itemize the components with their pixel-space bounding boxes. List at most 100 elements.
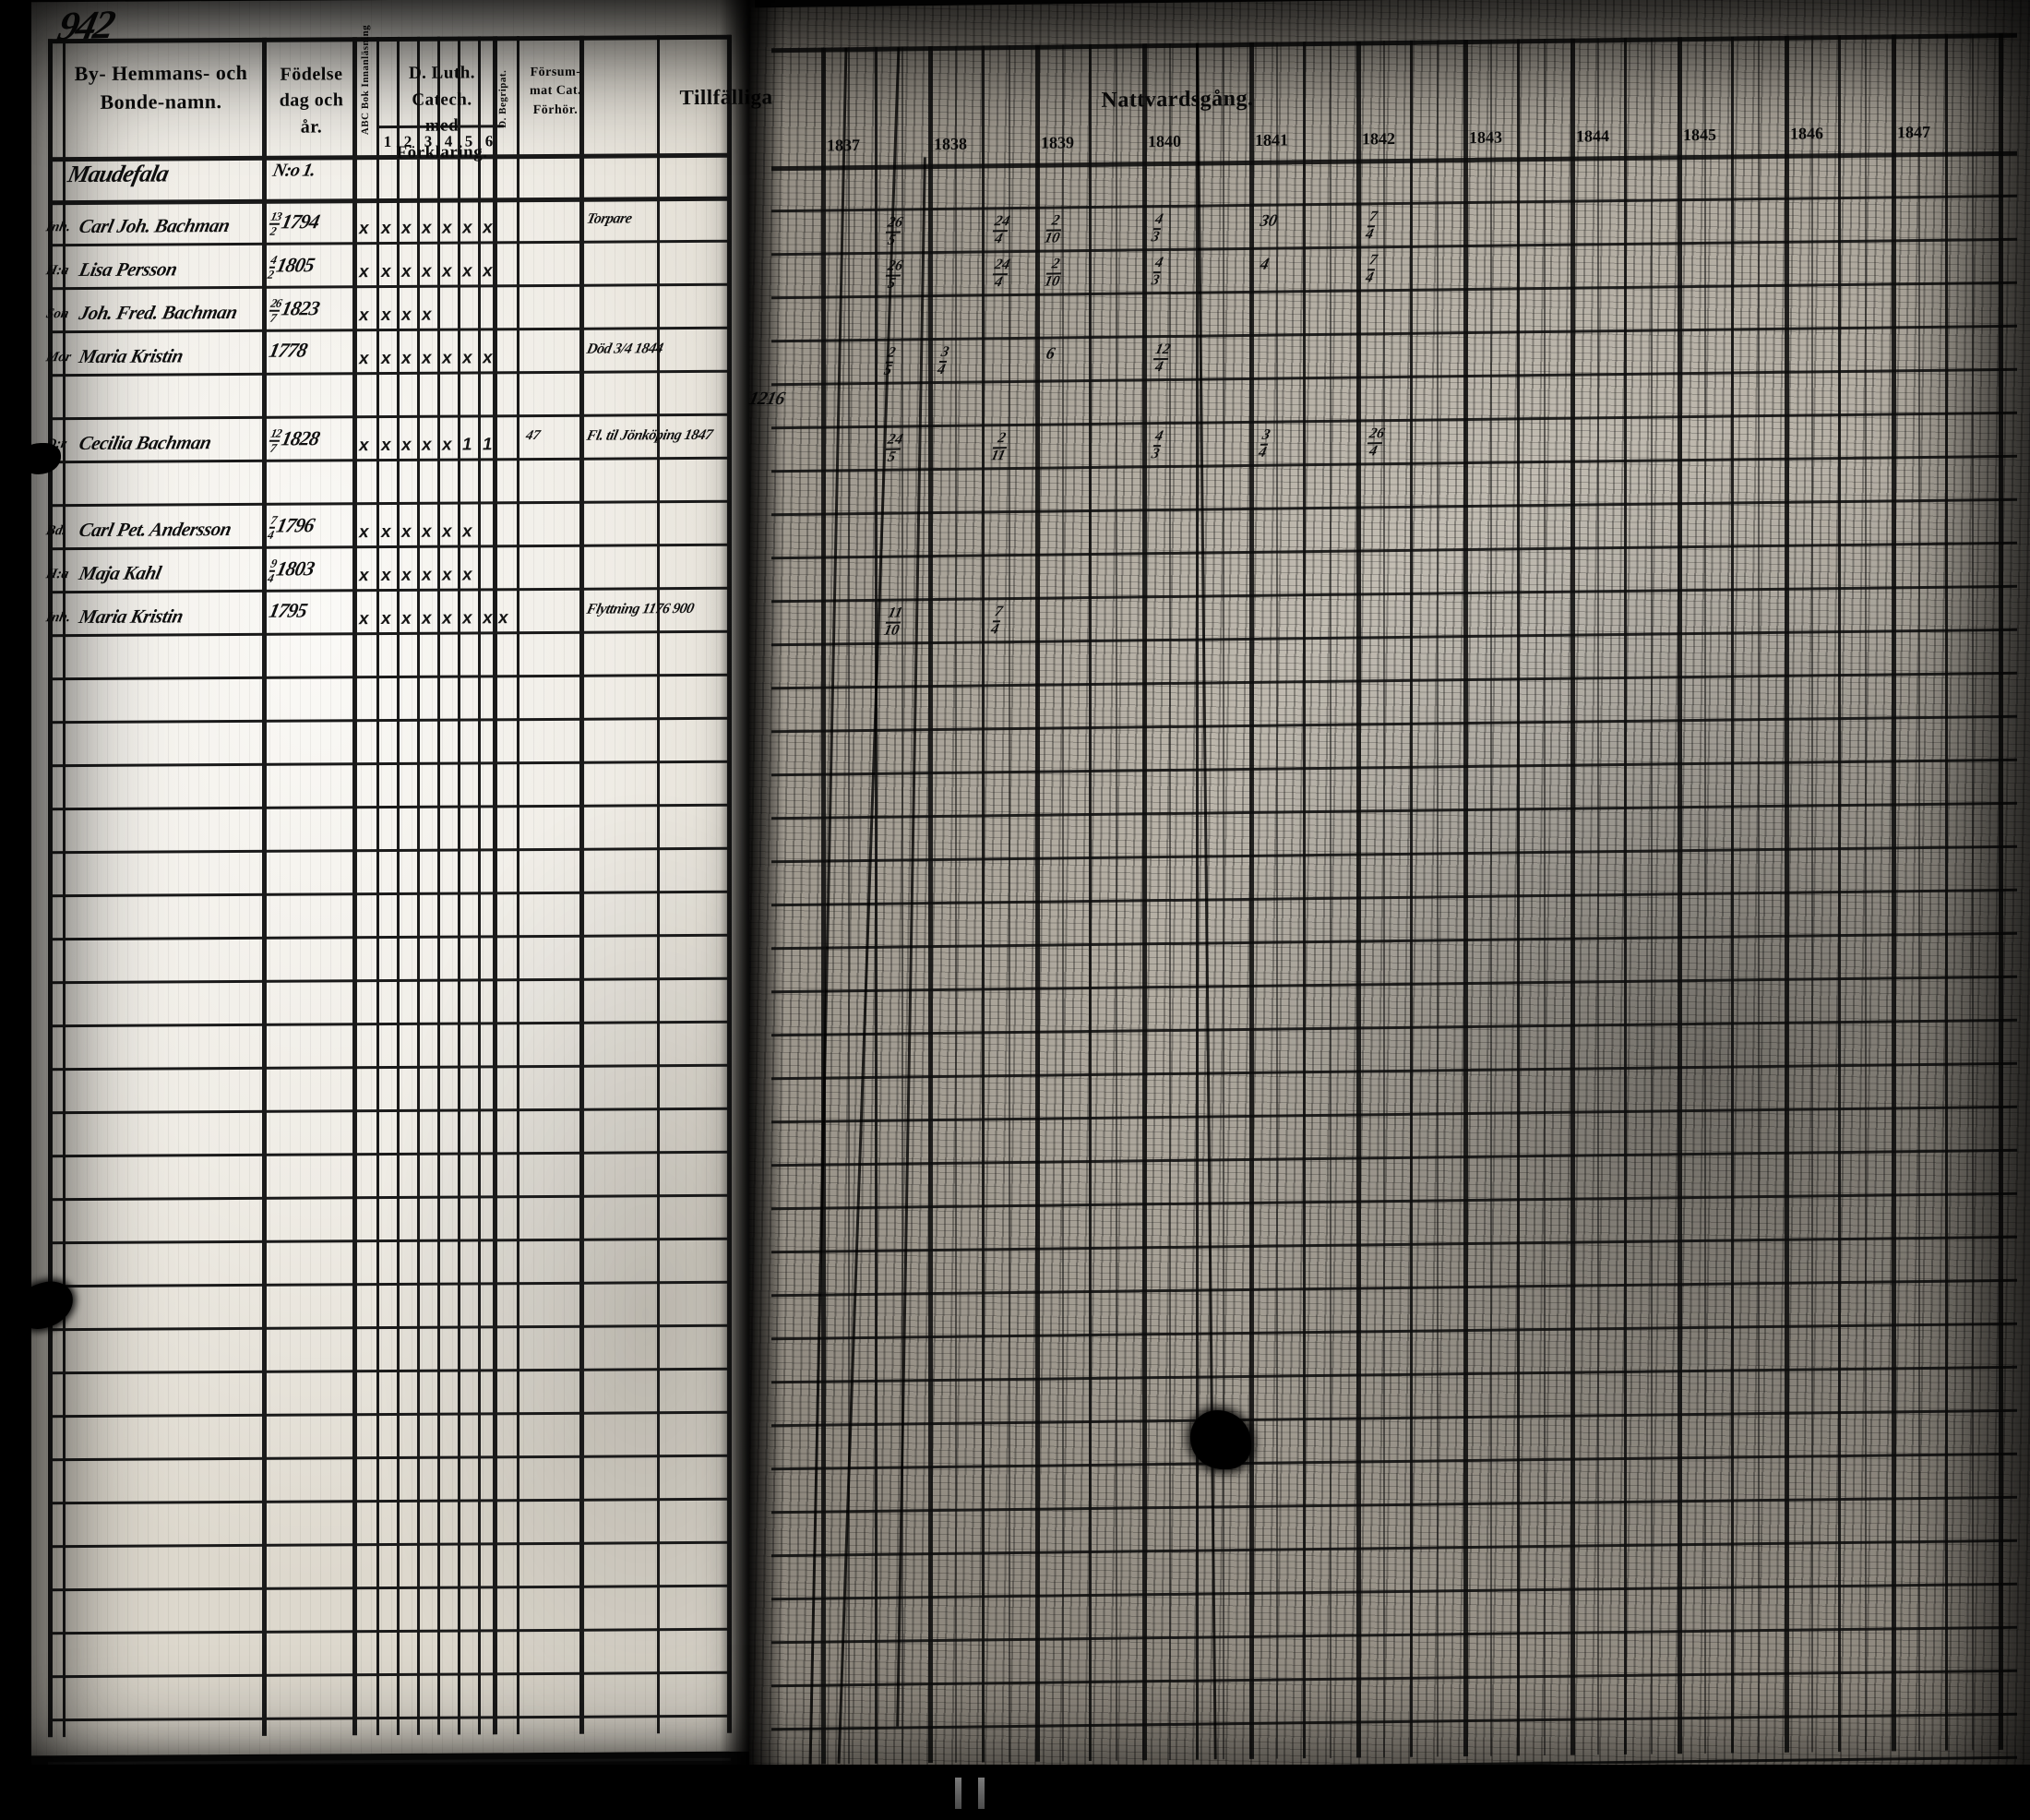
birth-date: 12 7 1828 bbox=[266, 426, 321, 454]
grid-hline bbox=[48, 282, 731, 291]
person-name: Lisa Persson bbox=[77, 257, 180, 281]
grid-hline bbox=[48, 1020, 731, 1028]
village-number: N:o 1. bbox=[270, 160, 317, 181]
communion-year-label: 1842 bbox=[1362, 128, 1395, 149]
grid-hline bbox=[771, 1191, 2017, 1211]
right-page-table: Nattvardsgång. 1837183818391840184118421… bbox=[771, 32, 2017, 1818]
birth-date: 4 2 1805 bbox=[267, 253, 316, 281]
row-relation-prefix: Bd. bbox=[44, 523, 68, 539]
grid-hline bbox=[771, 584, 2017, 604]
header-birth-line1: Födelse bbox=[280, 64, 343, 85]
catechism-mark: x bbox=[440, 218, 454, 238]
abc-mark: x bbox=[357, 436, 371, 456]
header-neglect-line2: mat Cat. bbox=[529, 84, 582, 99]
grid-hline bbox=[48, 1367, 731, 1375]
header-abc-column: ABC Bok Innanläsning bbox=[360, 24, 371, 136]
grid-hline bbox=[771, 1278, 2017, 1298]
catechism-mark: x bbox=[400, 218, 413, 238]
row-relation-prefix: Inh. bbox=[44, 610, 73, 626]
neglect-mark: 47 bbox=[524, 427, 542, 444]
row-relation-prefix: H:a bbox=[44, 567, 70, 582]
grid-hline bbox=[771, 497, 2017, 517]
grid-hline bbox=[48, 890, 731, 898]
catechism-number: 2 bbox=[403, 132, 412, 150]
grid-hline bbox=[771, 194, 2017, 213]
birth-year: 1823 bbox=[279, 296, 322, 320]
person-name: Maria Kristin bbox=[77, 344, 185, 368]
person-name: Joh. Fred. Bachman bbox=[77, 300, 240, 325]
catechism-number: 1 bbox=[383, 132, 392, 151]
catechism-mark: x bbox=[379, 305, 393, 326]
grid-hline bbox=[48, 1323, 731, 1332]
catechism-mark: x bbox=[460, 565, 474, 585]
grid-hline bbox=[771, 671, 2017, 690]
grid-hline bbox=[771, 1365, 2017, 1384]
header-communion: Nattvardsgång. bbox=[1101, 86, 1254, 113]
grid-hline bbox=[48, 499, 731, 508]
catechism-mark: x bbox=[420, 565, 434, 585]
grid-vline bbox=[458, 36, 460, 1735]
grid-hline bbox=[771, 1539, 2017, 1558]
grid-hline bbox=[48, 239, 731, 247]
catechism-mark: x bbox=[460, 348, 474, 368]
catechism-mark: 1 bbox=[460, 435, 474, 455]
row-note: Fl. til Jönköping 1847 bbox=[585, 426, 714, 444]
communion-year-label: 1847 bbox=[1897, 122, 1930, 142]
person-name: Carl Pet. Andersson bbox=[77, 518, 233, 542]
catechism-mark: x bbox=[400, 348, 413, 368]
header-neglect-line1: Försum- bbox=[530, 65, 581, 80]
abc-mark: x bbox=[357, 305, 371, 326]
grid-hline bbox=[48, 369, 731, 377]
header-understanding-column: D. Begripat. bbox=[497, 69, 508, 128]
communion-year-label: 1844 bbox=[1576, 126, 1609, 146]
catechism-mark: x bbox=[440, 608, 454, 629]
catechism-mark: x bbox=[440, 521, 454, 542]
grid-hline bbox=[771, 1625, 2017, 1645]
header-name-line1: By- Hemmans- och bbox=[74, 60, 248, 86]
bottom-dark-edge bbox=[0, 1765, 2030, 1820]
grid-hline bbox=[771, 1235, 2017, 1254]
catechism-number: 4 bbox=[444, 132, 453, 150]
catechism-mark: x bbox=[460, 218, 474, 238]
grid-hline bbox=[48, 1150, 731, 1158]
catechism-mark: x bbox=[400, 261, 413, 281]
ink-blot-right bbox=[1190, 1410, 1251, 1469]
catechism-mark: x bbox=[400, 608, 413, 629]
grid-vline bbox=[397, 36, 400, 1735]
catechism-mark: x bbox=[379, 218, 393, 239]
birth-date: 1795 bbox=[267, 599, 308, 622]
grid-vline bbox=[478, 36, 481, 1735]
header-catechism-line1: D. Luth. Catech. bbox=[408, 63, 476, 110]
communion-mark: 6 bbox=[1044, 343, 1057, 363]
birth-date: 1778 bbox=[267, 338, 309, 362]
grid-hline bbox=[48, 1540, 731, 1549]
abc-mark: x bbox=[357, 522, 371, 543]
grid-hline bbox=[48, 673, 731, 681]
catechism-mark: x bbox=[460, 521, 474, 542]
grid-hline bbox=[771, 324, 2017, 343]
catechism-number: 6 bbox=[484, 132, 494, 150]
village-name: Maudefala bbox=[66, 160, 172, 188]
grid-vline bbox=[727, 34, 732, 1733]
person-name: Maria Kristin bbox=[77, 605, 185, 629]
grid-hline bbox=[771, 975, 2017, 994]
communion-year-label: 1843 bbox=[1469, 127, 1502, 148]
grid-hline bbox=[771, 1712, 2017, 1731]
grid-hline bbox=[48, 543, 731, 551]
abc-mark: x bbox=[357, 609, 371, 629]
grid-hline bbox=[771, 150, 2017, 172]
grid-hline bbox=[48, 413, 731, 421]
header-name-column: By- Hemmans- och Bonde-namn. bbox=[66, 58, 256, 117]
birth-year: 1803 bbox=[274, 557, 316, 581]
birth-year: 1778 bbox=[267, 338, 309, 362]
grid-vline bbox=[262, 37, 267, 1736]
abc-mark: x bbox=[357, 219, 371, 239]
communion-year-label: 1841 bbox=[1255, 130, 1288, 150]
header-neglect-line3: Förhör. bbox=[532, 102, 579, 117]
grid-hline bbox=[771, 1105, 2017, 1124]
row-note: Torpare bbox=[585, 210, 634, 227]
communion-mark: 4 bbox=[1258, 254, 1272, 273]
